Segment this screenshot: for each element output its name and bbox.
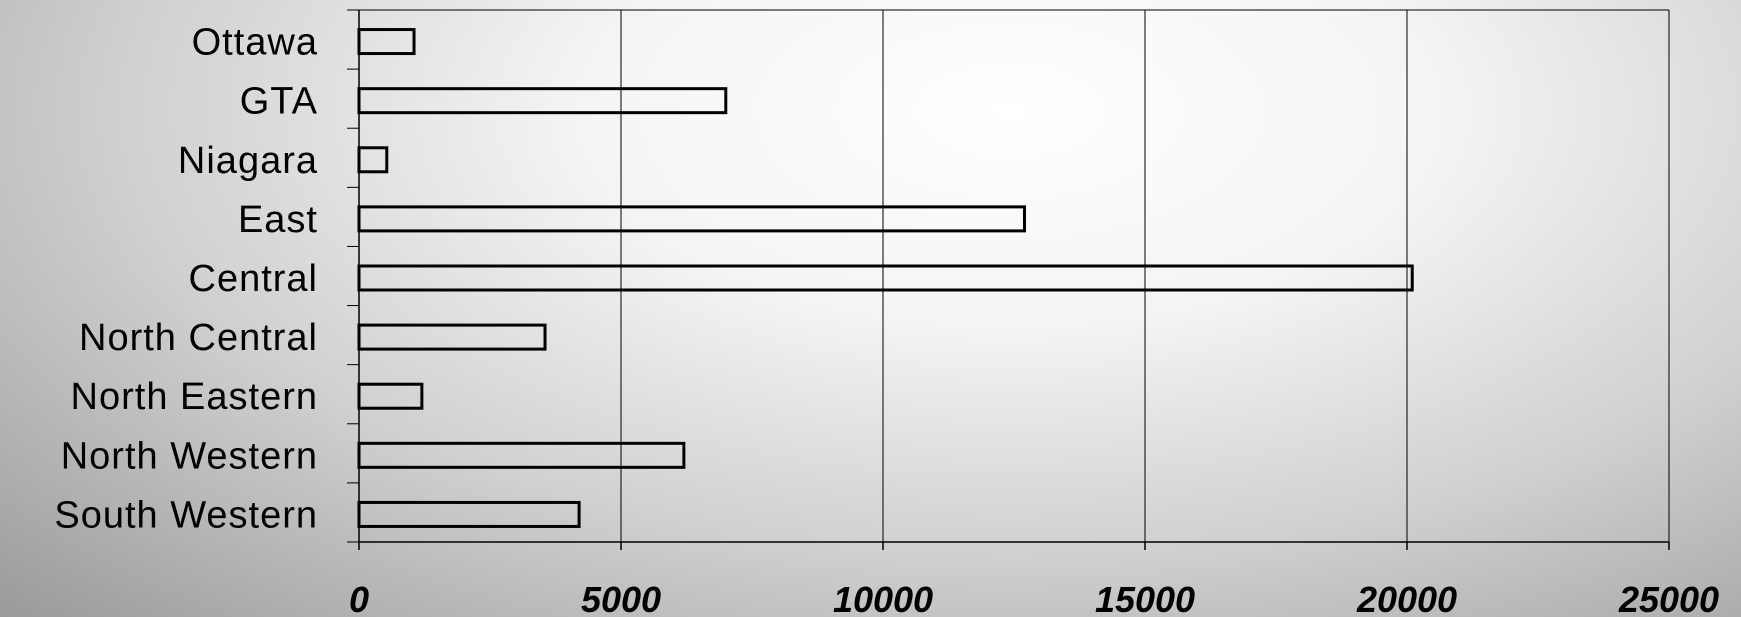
- bars: [357, 28, 1414, 528]
- category-label: North Central: [79, 317, 318, 359]
- category-label: Niagara: [178, 140, 318, 182]
- gridlines: [620, 10, 1408, 542]
- category-label: North Western: [61, 435, 318, 477]
- bar: [357, 264, 1414, 292]
- category-label: East: [238, 199, 318, 241]
- category-label: Central: [189, 258, 319, 300]
- category-labels: Ottawa GTA Niagara East Central North Central…: [54, 22, 319, 537]
- category-label: South Western: [54, 494, 318, 536]
- bar: [357, 205, 1026, 233]
- bar: [357, 87, 728, 115]
- bar: [357, 500, 581, 528]
- bar: [357, 323, 547, 351]
- x-tick-label: 10000: [833, 579, 933, 617]
- category-label: North Eastern: [71, 376, 318, 418]
- x-tick-labels: 0 5000 10000 15000 20000 25000: [349, 579, 1719, 617]
- category-label: Ottawa: [192, 22, 318, 64]
- x-tick-label: 25000: [1618, 579, 1719, 617]
- bar: [357, 441, 686, 469]
- bar: [357, 382, 424, 410]
- category-label: GTA: [240, 81, 318, 123]
- x-tick-label: 20000: [1356, 579, 1457, 617]
- x-tick-label: 5000: [581, 579, 661, 617]
- bar: [357, 28, 416, 56]
- bar: [357, 146, 389, 174]
- axes: [347, 9, 1670, 550]
- x-tick-label: 0: [349, 579, 369, 617]
- x-tick-label: 15000: [1095, 579, 1195, 617]
